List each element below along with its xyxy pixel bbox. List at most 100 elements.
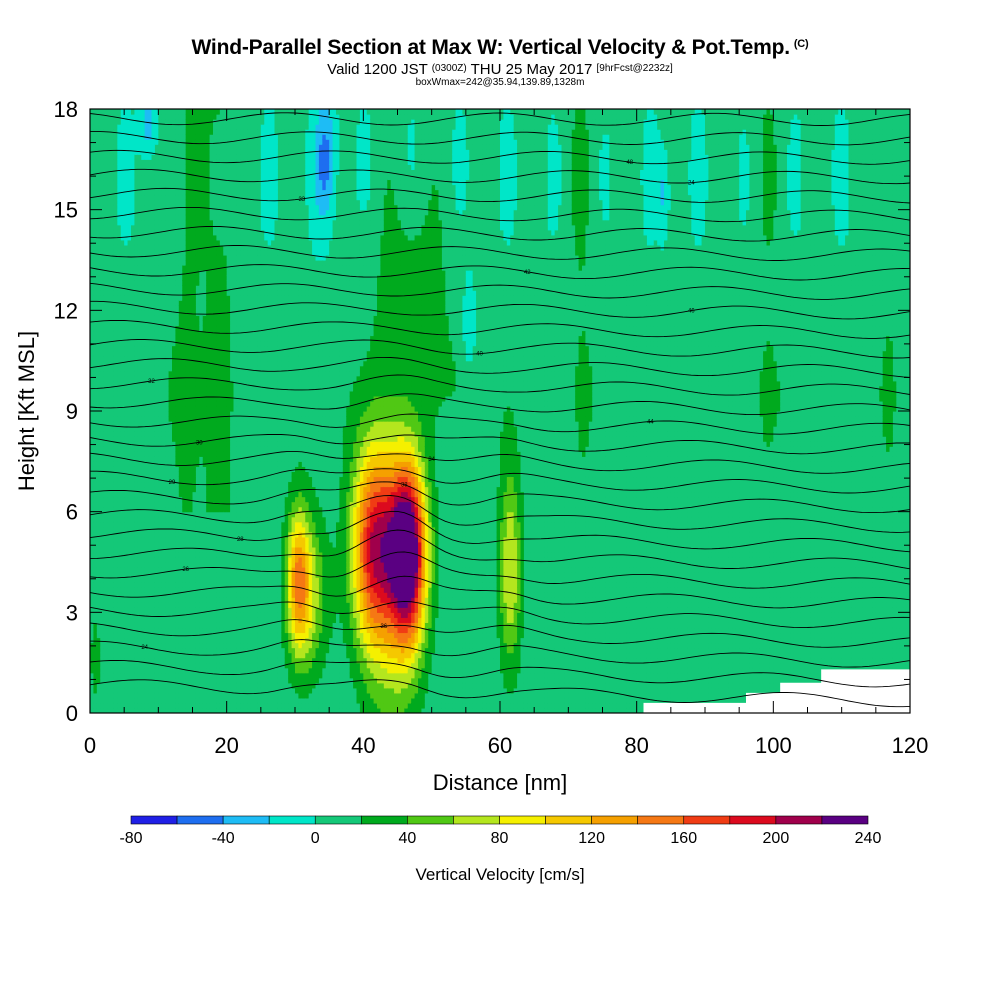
velocity-cell <box>107 522 111 528</box>
velocity-cell <box>117 230 121 236</box>
velocity-cell <box>111 295 115 301</box>
velocity-cell <box>107 174 111 180</box>
velocity-cell <box>100 471 104 477</box>
velocity-cell <box>117 164 121 170</box>
velocity-cell <box>111 260 115 266</box>
velocity-cell <box>90 577 94 583</box>
velocity-cell <box>117 330 121 336</box>
velocity-cell <box>90 627 94 633</box>
velocity-cell <box>97 668 101 674</box>
velocity-cell <box>90 632 94 638</box>
velocity-cell <box>90 582 94 588</box>
velocity-cell <box>111 250 115 256</box>
velocity-cell <box>90 341 94 347</box>
velocity-cell <box>107 643 111 649</box>
velocity-cell <box>97 169 101 175</box>
velocity-cell <box>121 144 125 150</box>
velocity-cell <box>117 310 121 316</box>
velocity-cell <box>128 391 132 397</box>
velocity-cell <box>121 366 125 372</box>
velocity-cell <box>107 693 111 699</box>
velocity-cell <box>107 406 111 412</box>
velocity-cell <box>97 411 101 417</box>
velocity-cell <box>117 451 121 457</box>
velocity-cell <box>97 693 101 699</box>
velocity-cell <box>121 250 125 256</box>
velocity-cell <box>90 320 94 326</box>
velocity-cell <box>100 416 104 422</box>
velocity-cell <box>90 426 94 432</box>
velocity-cell <box>128 597 132 603</box>
velocity-cell <box>117 185 121 191</box>
velocity-cell <box>90 225 94 231</box>
velocity-cell <box>121 240 125 246</box>
velocity-cell <box>107 632 111 638</box>
velocity-cell <box>117 396 121 402</box>
velocity-cell <box>117 663 121 669</box>
velocity-cell <box>128 255 132 261</box>
velocity-cell <box>90 260 94 266</box>
velocity-cell <box>90 144 94 150</box>
velocity-cell <box>100 456 104 462</box>
velocity-cell <box>97 658 101 664</box>
velocity-cell <box>111 416 115 422</box>
velocity-cell <box>117 154 121 160</box>
velocity-cell <box>100 149 104 155</box>
velocity-cell <box>90 587 94 593</box>
velocity-cell <box>131 648 135 654</box>
velocity-cell <box>90 315 94 321</box>
velocity-cell <box>121 119 125 125</box>
velocity-cell <box>107 481 111 487</box>
velocity-cell <box>121 406 125 412</box>
velocity-cell <box>107 144 111 150</box>
velocity-cell <box>100 134 104 140</box>
velocity-cell <box>97 315 101 321</box>
velocity-cell <box>107 668 111 674</box>
velocity-cell <box>100 688 104 694</box>
velocity-cell <box>90 673 94 679</box>
velocity-cell <box>97 481 101 487</box>
velocity-cell <box>128 492 132 498</box>
velocity-cell <box>128 502 132 508</box>
velocity-cell <box>90 240 94 246</box>
velocity-cell <box>90 159 94 165</box>
velocity-cell <box>128 461 132 467</box>
velocity-cell <box>100 109 104 115</box>
velocity-cell <box>111 225 115 231</box>
velocity-cell <box>128 517 132 523</box>
velocity-cell <box>128 497 132 503</box>
velocity-cell <box>128 290 132 296</box>
velocity-cell <box>100 668 104 674</box>
velocity-cell <box>111 215 115 221</box>
velocity-cell <box>128 547 132 553</box>
velocity-cell <box>107 179 111 185</box>
velocity-cell <box>128 346 132 352</box>
velocity-cell <box>107 134 111 140</box>
velocity-cell <box>111 648 115 654</box>
velocity-cell <box>121 461 125 467</box>
velocity-cell <box>128 643 132 649</box>
velocity-cell <box>117 607 121 613</box>
velocity-cell <box>100 497 104 503</box>
velocity-cell <box>121 255 125 261</box>
velocity-cell <box>117 522 121 528</box>
velocity-cell <box>100 502 104 508</box>
velocity-cell <box>111 426 115 432</box>
velocity-cell <box>121 688 125 694</box>
velocity-cell <box>111 330 115 336</box>
velocity-cell <box>117 240 121 246</box>
velocity-cell <box>90 456 94 462</box>
velocity-cell <box>111 476 115 482</box>
velocity-cell <box>121 295 125 301</box>
velocity-cell <box>97 567 101 573</box>
velocity-cell <box>117 144 121 150</box>
velocity-cell <box>90 527 94 533</box>
velocity-cell <box>100 638 104 644</box>
velocity-cell <box>117 507 121 513</box>
velocity-cell <box>97 698 101 704</box>
velocity-cell <box>97 371 101 377</box>
velocity-cell <box>97 673 101 679</box>
velocity-cell <box>128 507 132 513</box>
velocity-cell <box>100 144 104 150</box>
velocity-cell <box>107 210 111 216</box>
